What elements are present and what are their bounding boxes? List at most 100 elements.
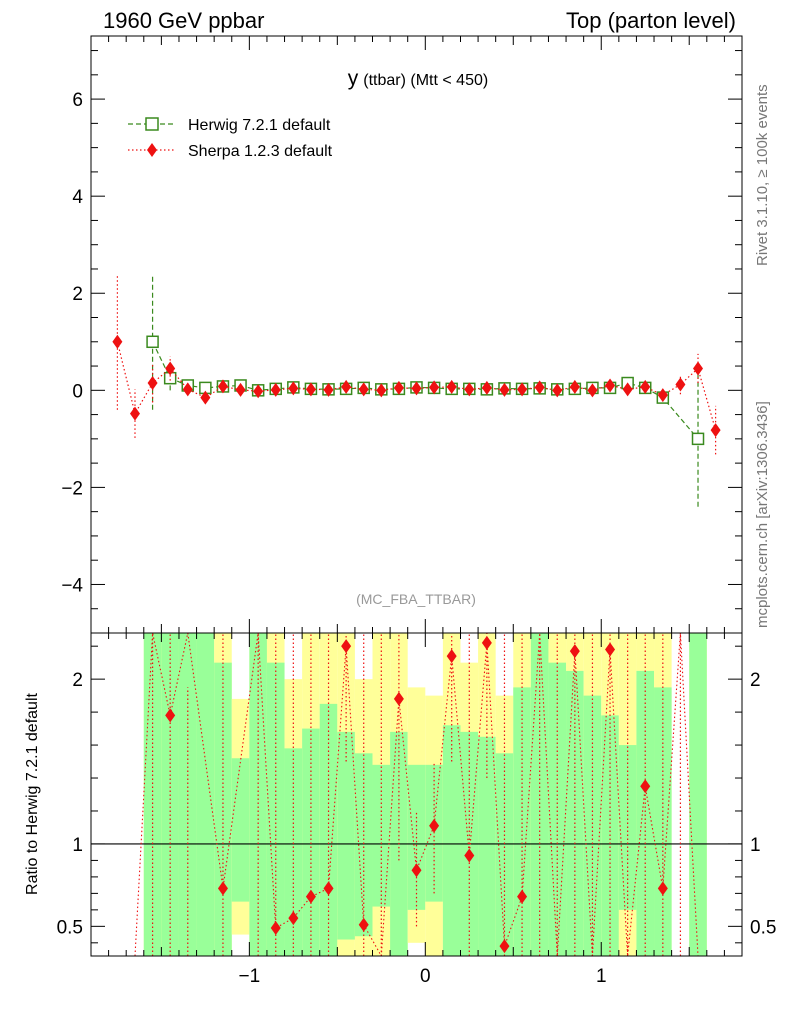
ratio-data-point [481,635,492,650]
data-point [182,382,193,397]
ratio-data-point [165,708,176,723]
ratio-data-point [640,779,651,794]
data-point [710,423,721,438]
ratio-band-green [478,736,496,956]
ratio-data-point [288,911,299,926]
data-point [569,379,580,394]
data-point [517,382,528,397]
mcplots-label: mcplots.cern.ch [arXiv:1306.3436] [754,401,771,628]
data-point [534,380,545,395]
ratio-ytick-label-right: 2 [750,670,761,691]
ratio-band-green [302,728,320,956]
ratio-data-point [446,649,457,664]
data-point [288,381,299,396]
main-ytick-label: 6 [72,90,83,111]
legend-herwig-marker [145,117,159,131]
data-point [217,379,228,394]
main-panel: −4 −2 0 2 4 6 y (ttbar) (Mtt < 450) (MC_FBA_TT… [61,35,743,634]
legend-item-herwig: Herwig 7.2.1 default [128,117,331,134]
ratio-ylabel: Ratio to Herwig 7.2.1 default [24,693,41,895]
ratio-band-green [231,758,250,902]
data-point [693,361,704,376]
data-point [464,382,475,397]
ratio-data-point [341,639,352,654]
ratio-band-green [284,748,303,956]
data-point [393,380,404,395]
data-point [253,384,264,399]
main-plot-area [112,273,721,507]
ratio-data-point [499,939,510,954]
data-point [112,334,123,349]
ratio-band-green [513,687,531,956]
legend-sherpa-marker [147,143,157,157]
header-left: 1960 GeV ppbar [103,8,264,33]
data-point [376,383,387,398]
x-tick-label: 0 [420,966,431,987]
ratio-band-green [566,670,584,956]
header-right: Top (parton level) [566,8,736,33]
data-point [146,335,159,349]
plot-title: y (ttbar) (Mtt < 450) [348,67,488,90]
ratio-axes: −1 0 1 0.5 0.5 1 1 2 2 [57,633,776,987]
data-point [235,382,246,397]
ratio-band-green [689,633,707,956]
ratio-data-point [429,818,440,833]
ratio-band-green [214,662,232,956]
ratio-data-point [393,691,404,706]
rivet-version-label: Rivet 3.1.10, ≥ 100k events [754,84,771,266]
ratio-band-green [337,731,355,940]
main-ytick-label: −4 [61,575,83,596]
data-point [552,383,563,398]
data-point [605,378,616,393]
ratio-band-green [266,662,285,956]
ratio-data-point [569,644,580,659]
ratio-data-point [358,917,369,932]
legend-item-sherpa: Sherpa 1.2.3 default [128,143,333,160]
main-ytick-label: 4 [72,187,83,208]
data-point [446,379,457,394]
ratio-data-point [411,863,422,878]
x-tick-label: −1 [239,966,261,987]
ratio-ytick-label-left: 1 [72,835,83,856]
data-point [640,379,651,394]
main-ytick-label: −2 [61,478,83,499]
ratio-frame [90,632,743,957]
ratio-band-green [319,703,338,956]
data-point [691,432,705,446]
ratio-panel: −1 0 1 0.5 0.5 1 1 2 2 Ratio to Herwig 7.2.1 def… [24,632,776,987]
ratio-data-point [464,848,475,863]
ratio-data-point [305,889,316,904]
data-point [147,376,158,391]
main-axes: −4 −2 0 2 4 6 [61,36,742,634]
data-point [499,382,510,397]
legend-herwig-label: Herwig 7.2.1 default [188,117,331,134]
ratio-data-point [323,881,334,896]
ratio-ytick-label-left: 2 [72,670,83,691]
data-point [129,406,140,421]
data-point [675,377,686,392]
data-point [429,380,440,395]
ratio-ytick-label-left: 0.5 [57,917,83,938]
data-point [270,382,281,397]
plot-title-main: y [348,67,359,90]
plot-title-sub: (ttbar) (Mtt < 450) [363,72,488,89]
main-ytick-label: 2 [72,284,83,305]
ratio-band-green [583,695,602,956]
data-point [587,383,598,398]
ratio-plot-area [91,633,742,956]
data-point [305,382,316,397]
ratio-data-point [605,642,616,657]
ratio-data-point [657,881,668,896]
data-point [622,382,633,397]
legend: Herwig 7.2.1 default Sherpa 1.2.3 defaul… [128,117,333,160]
analysis-watermark: (MC_FBA_TTBAR) [356,591,476,607]
legend-sherpa-label: Sherpa 1.2.3 default [188,143,333,160]
data-point [323,382,334,397]
ratio-data-point [270,920,281,935]
ratio-data-point [517,889,528,904]
ratio-band-green [442,725,461,956]
data-point [481,380,492,395]
data-point [411,381,422,396]
ratio-band-green [354,753,373,937]
